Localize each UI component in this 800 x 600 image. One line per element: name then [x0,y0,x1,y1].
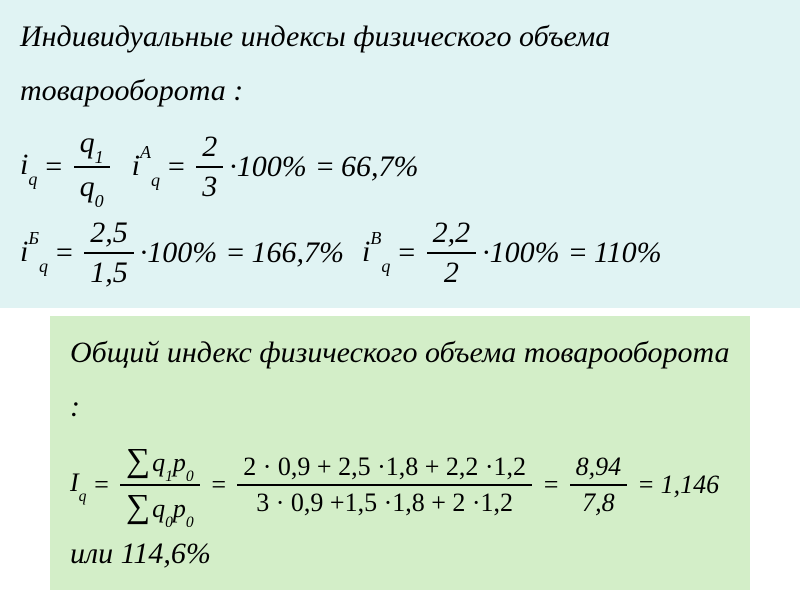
title-bottom: Общий индекс физического объема товарооб… [70,326,730,434]
iB-symbol: iБq [20,234,48,273]
equals-g2: = [210,470,228,500]
iA-symbol: iAq [132,148,160,187]
formula-general: Iq = ∑q1p0 ∑q0p0 = 2 · 0,9 + 2,5 ·1,8 + … [70,442,730,528]
mult-100-b: ·100% [140,236,218,270]
mult-100-v: ·100% [482,236,560,270]
formula-line-2: iБq = 2,5 1,5 ·100% = 166,7% iВq = 2,2 2… [20,216,780,290]
equals-1: = [43,150,63,184]
panel-individual-indices: Индивидуальные индексы физического объем… [0,0,800,308]
iq-symbol: iq [20,148,37,186]
footer-text: или 114,6% [70,536,730,572]
frac-sum: ∑q1p0 ∑q0p0 [120,442,200,528]
panel-general-index: Общий индекс физического объема товарооб… [50,316,750,590]
result-V: 110% [594,236,662,270]
frac-calc: 2 · 0,9 + 2,5 ·1,8 + 2,2 ·1,2 3 · 0,9 +1… [237,452,532,518]
equals-g3: = [542,470,560,500]
Iq-symbol: Iq [70,468,86,502]
result-general: 1,146 [661,470,720,500]
equals-b1: = [54,236,74,270]
equals-3: = [315,150,335,184]
mult-100-1: ·100% [229,150,307,184]
equals-v1: = [396,236,416,270]
title-top: Индивидуальные индексы физического объем… [20,10,780,118]
frac-2-3: 2 3 [196,130,223,204]
equals-2: = [166,150,186,184]
result-A: 66,7% [341,150,419,184]
formula-line-1: iq = q1 q0 iAq = 2 3 ·100% = 66,7% [20,126,780,208]
equals-g4: = [637,470,655,500]
frac-22-2: 2,2 2 [427,216,477,290]
equals-g1: = [92,470,110,500]
frac-res: 8,94 7,8 [570,452,628,518]
frac-25-15: 2,5 1,5 [84,216,134,290]
result-B: 166,7% [251,236,344,270]
equals-v2: = [568,236,588,270]
frac-q1-q0: q1 q0 [74,126,110,208]
iV-symbol: iВq [362,234,390,273]
equals-b2: = [225,236,245,270]
